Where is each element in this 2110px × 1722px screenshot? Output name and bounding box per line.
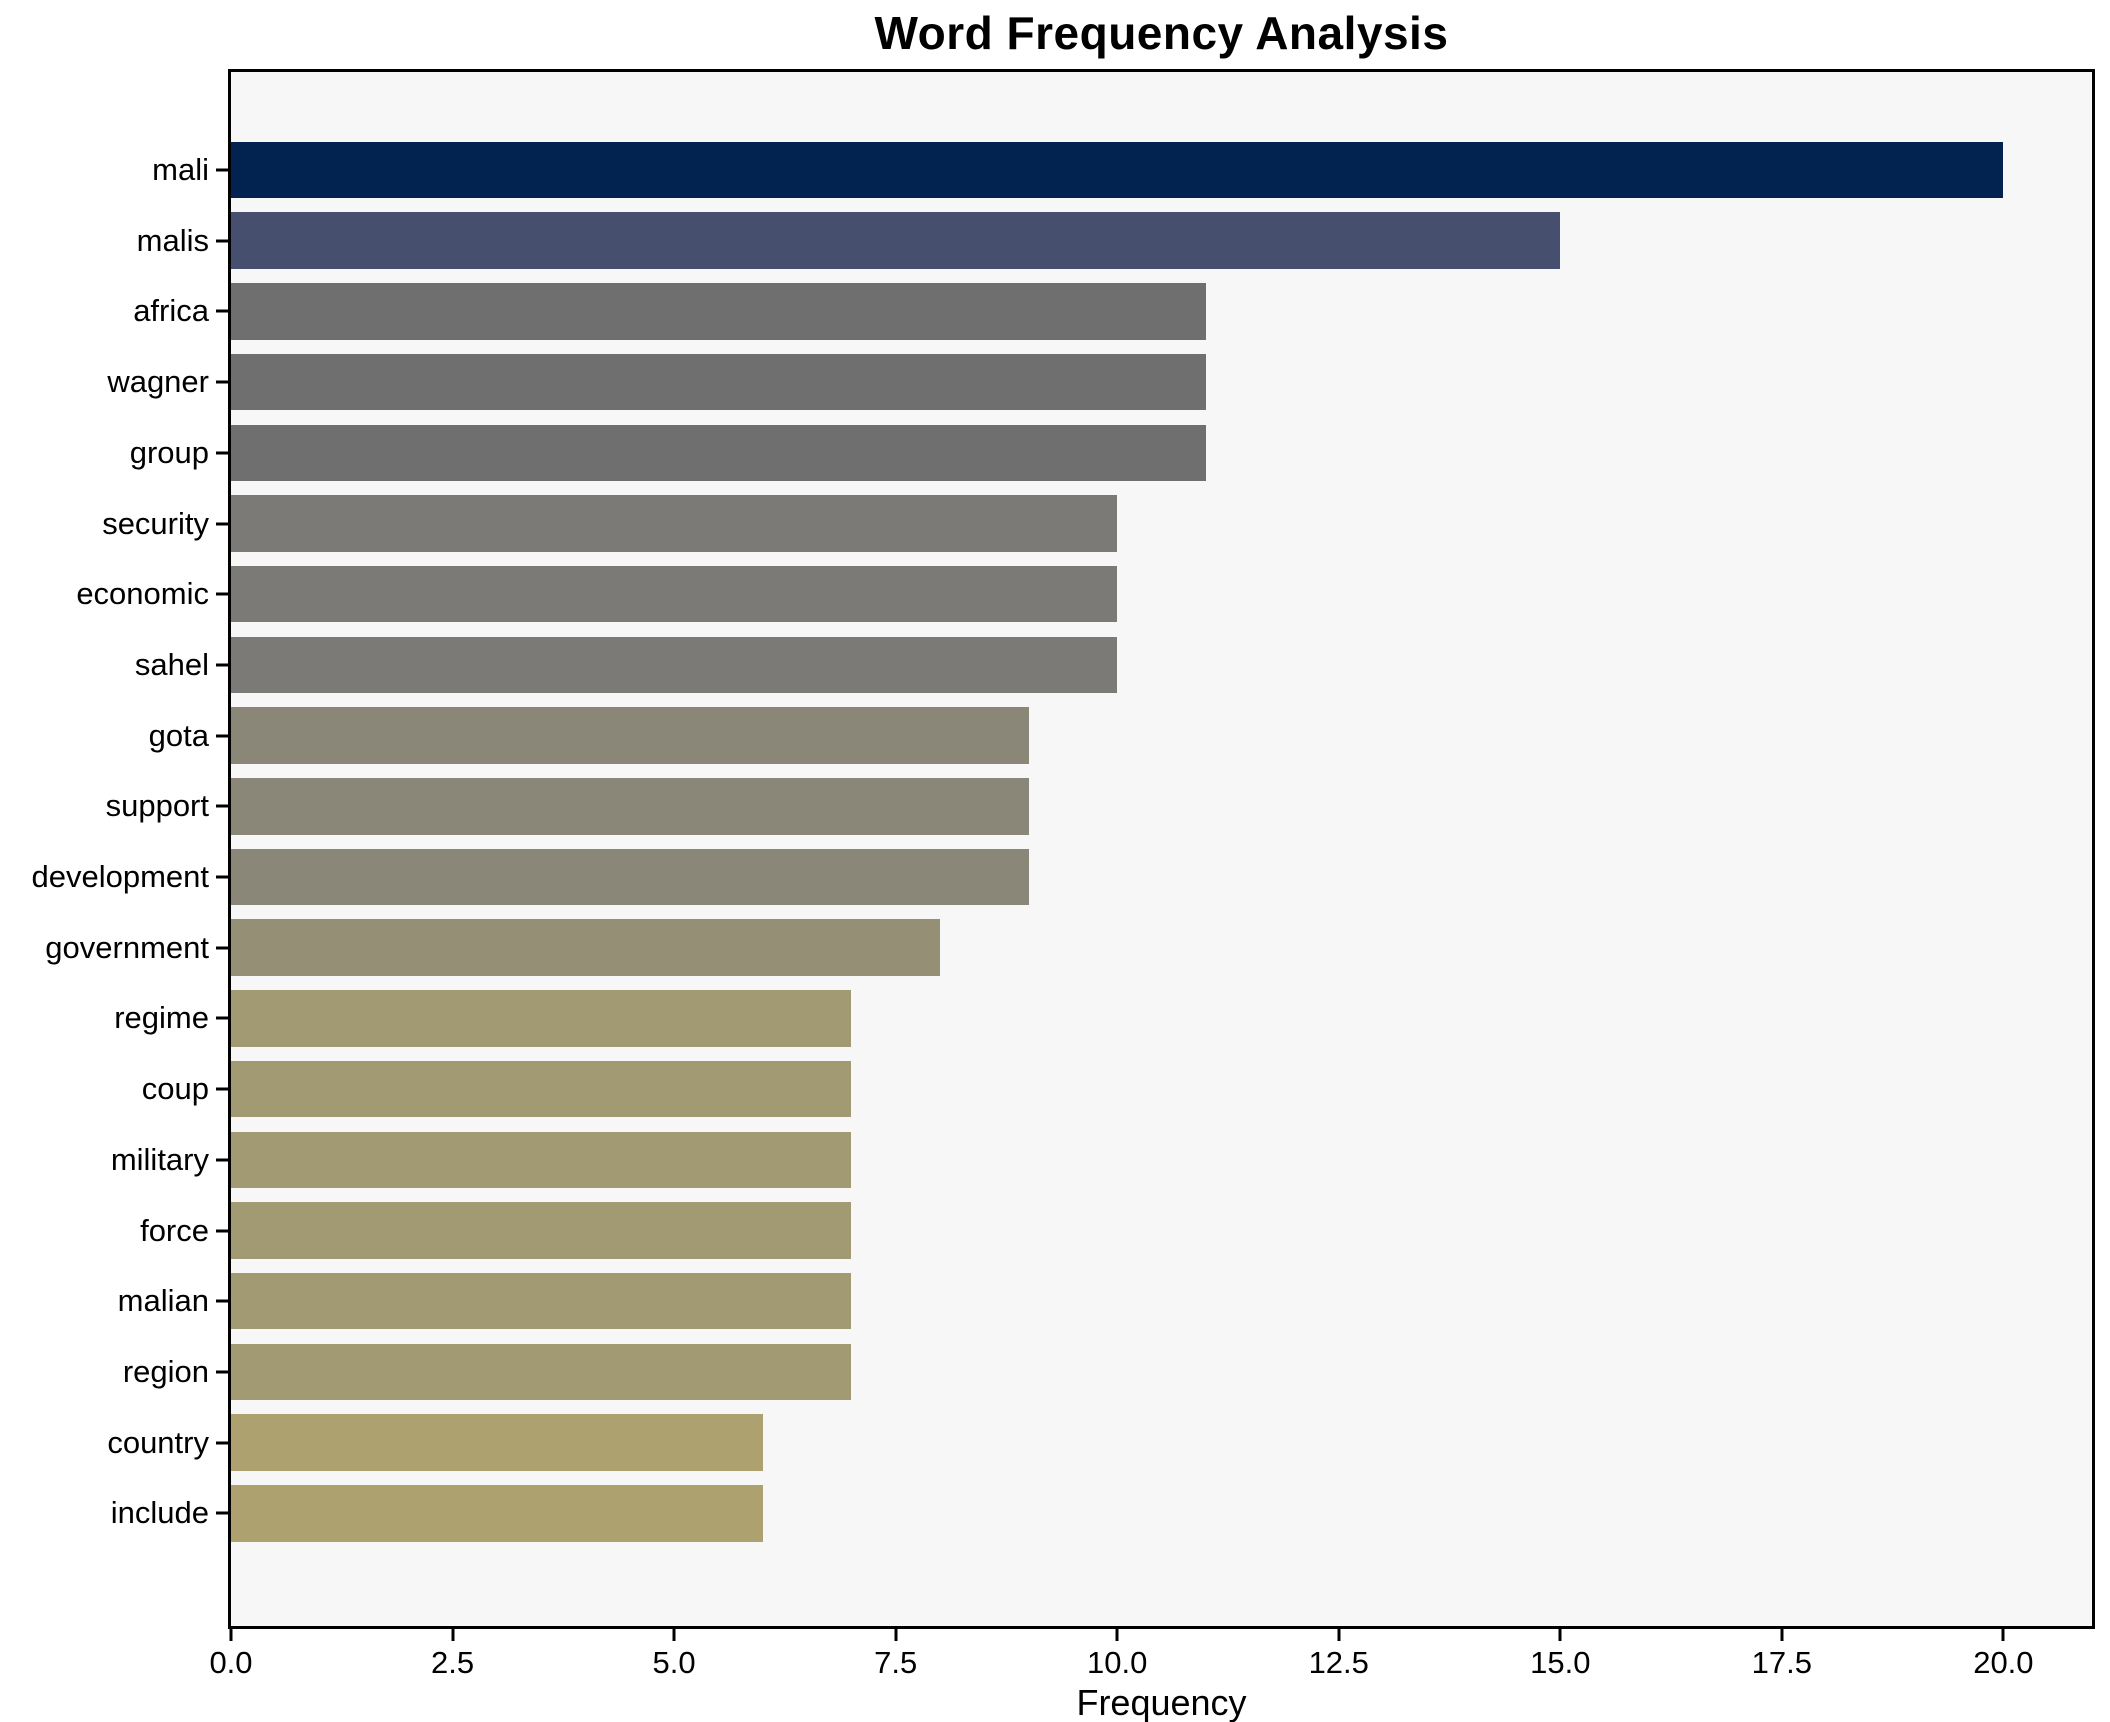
y-tick [216,1511,228,1515]
y-tick [216,1299,228,1303]
y-tick [216,663,228,667]
x-tick [1558,1629,1562,1641]
y-tick [216,804,228,808]
x-tick-label-12.5: 12.5 [1308,1645,1369,1680]
x-axis-label: Frequency [1076,1682,1247,1722]
x-tick-label-0.0: 0.0 [209,1645,253,1680]
bar-include [231,1485,763,1542]
y-tick [216,1441,228,1445]
x-tick-label-20.0: 20.0 [1973,1645,2034,1680]
x-tick [1115,1629,1119,1641]
y-tick-label-wagner: wagner [107,364,209,400]
x-tick [229,1629,233,1641]
y-tick-label-coup: coup [141,1071,209,1107]
bar-security [231,495,1118,552]
y-tick-label-sahel: sahel [134,646,209,682]
y-tick [216,1087,228,1091]
x-tick [672,1629,676,1641]
y-tick-label-development: development [31,859,209,894]
y-tick [216,451,228,455]
x-tick-label-17.5: 17.5 [1751,1645,1812,1680]
y-tick [216,239,228,243]
x-tick-label-15.0: 15.0 [1530,1645,1591,1680]
y-tick [216,380,228,384]
y-tick [216,1158,228,1162]
y-tick-label-region: region [122,1353,209,1389]
bar-malian [231,1272,852,1330]
x-tick [894,1629,898,1641]
y-tick [216,1370,228,1374]
x-tick [451,1629,455,1641]
y-tick-label-gota: gota [148,717,209,753]
y-tick-label-malis: malis [136,222,209,258]
bar-development [231,848,1029,906]
x-tick-label-5.0: 5.0 [652,1645,696,1680]
y-tick [216,734,228,738]
bar-malis [231,212,1561,269]
y-tick-label-africa: africa [133,293,209,329]
bar-region [231,1343,852,1401]
y-tick-label-force: force [140,1212,209,1248]
chart-title: Word Frequency Analysis [874,7,1449,59]
bar-force [231,1202,852,1259]
y-tick [216,522,228,525]
bar-mali [231,141,2004,199]
bar-government [231,919,940,976]
x-tick-label-7.5: 7.5 [874,1645,918,1680]
bar-sahel [231,636,1118,694]
y-tick-label-support: support [105,788,209,824]
y-tick-label-malian: malian [117,1283,209,1319]
x-tick [2001,1629,2005,1641]
x-tick [1337,1629,1341,1641]
x-tick [1780,1629,1784,1641]
bar-gota [231,707,1029,764]
y-tick-label-regime: regime [114,1000,209,1036]
y-tick-label-security: security [102,505,209,541]
y-tick [216,875,228,879]
bar-support [231,778,1029,835]
bar-wagner [231,353,1206,411]
bar-africa [231,283,1206,340]
x-tick-label-2.5: 2.5 [430,1645,475,1680]
y-tick [216,1229,228,1232]
y-tick [216,592,228,596]
y-tick-label-mali: mali [152,152,209,187]
bar-country [231,1414,763,1471]
bar-regime [231,990,852,1047]
x-tick-label-10.0: 10.0 [1087,1645,1148,1680]
y-tick-label-country: country [107,1424,209,1460]
y-tick [216,168,228,172]
y-tick [216,309,228,313]
y-tick-label-government: government [45,929,209,965]
y-tick-label-group: group [129,434,209,470]
bar-coup [231,1060,852,1118]
y-tick [216,1016,228,1020]
y-tick-label-include: include [110,1495,209,1531]
y-tick-label-military: military [110,1141,209,1177]
bar-group [231,424,1206,482]
plot-area: mali malis africa wagner group security econom… [31,69,2095,1680]
bar-military [231,1131,852,1189]
bar-economic [231,565,1118,623]
y-tick-label-economic: economic [76,576,209,612]
y-tick [216,946,228,950]
